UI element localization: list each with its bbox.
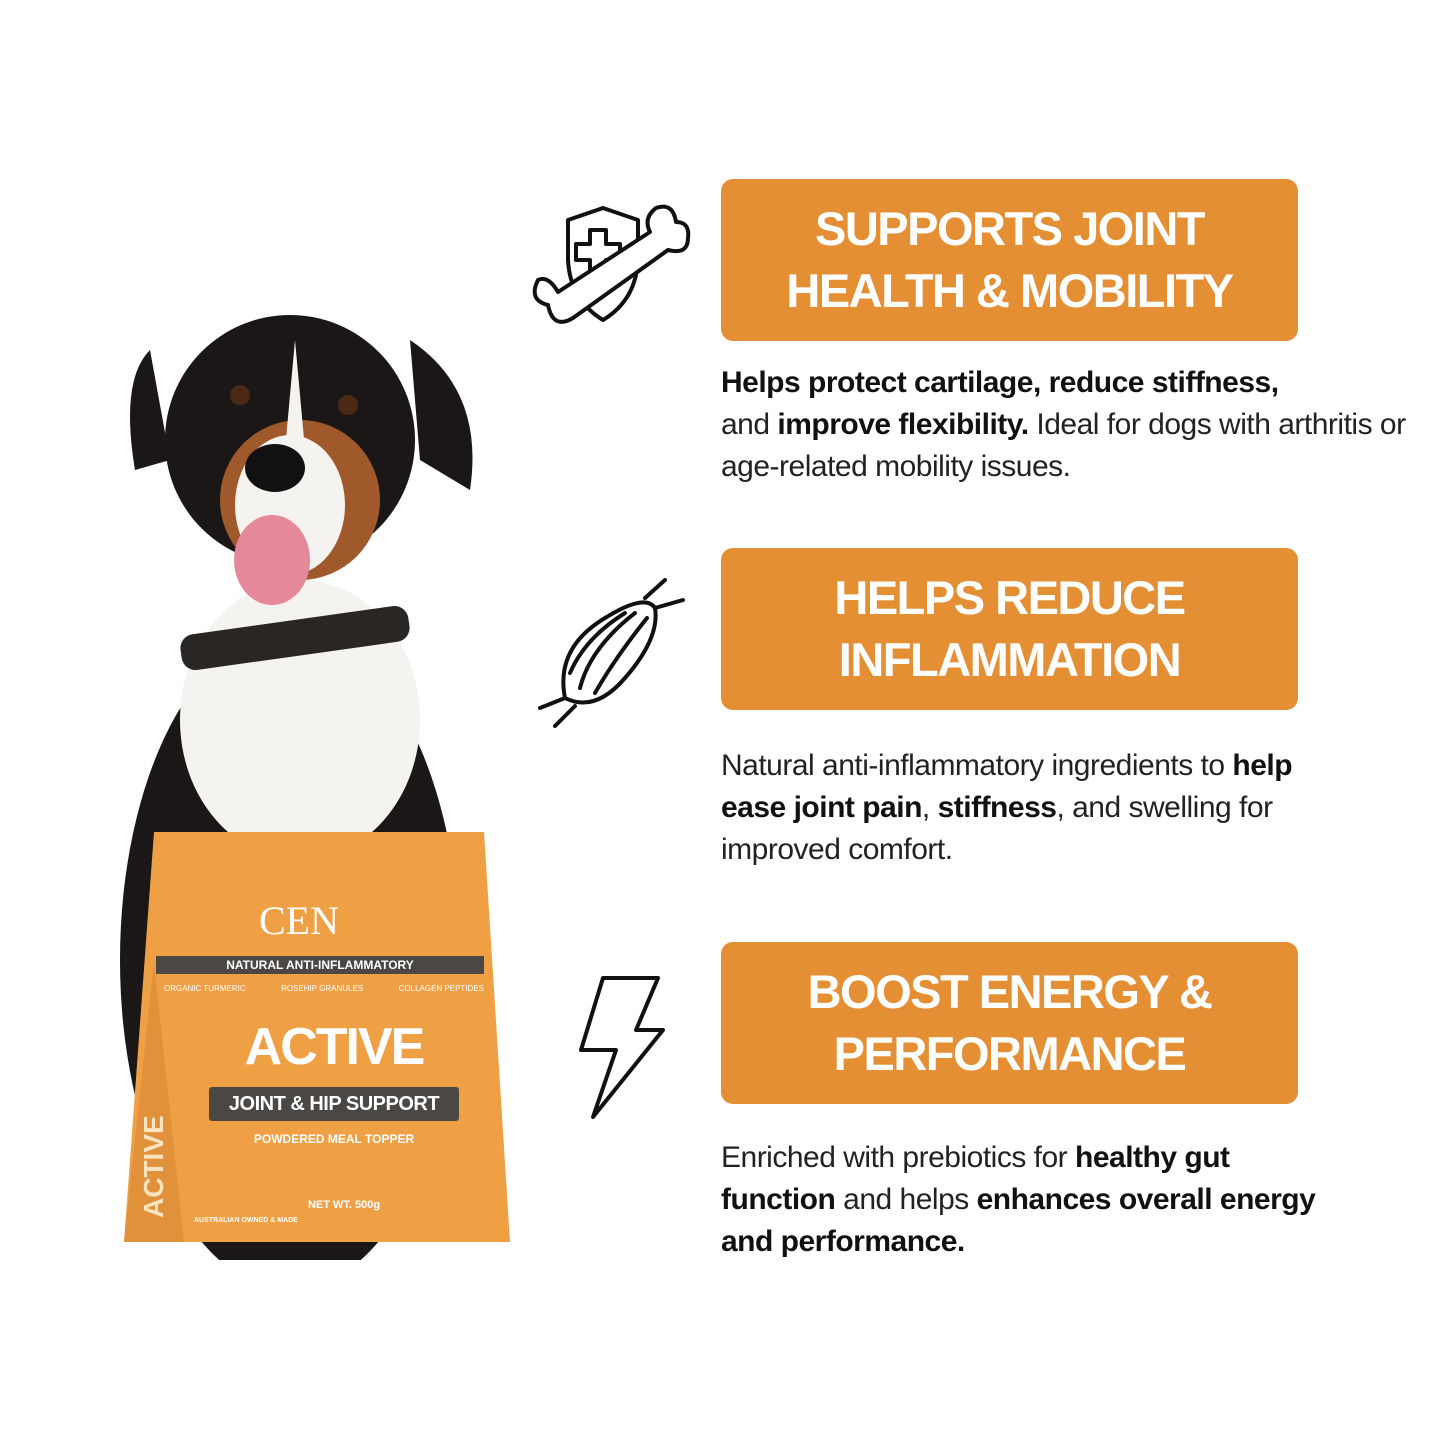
bag-side-label: ACTIVE <box>138 1115 169 1218</box>
text: Ideal for dogs with arthritis or age-rel… <box>721 408 1406 483</box>
lightning-icon <box>579 976 665 1119</box>
text: , <box>921 791 938 824</box>
emphasis: help ease joint pain <box>721 749 1293 824</box>
emphasis: improve flexibility. <box>777 408 1029 441</box>
bag-type: POWDERED MEAL TOPPER <box>253 1132 415 1146</box>
emphasis: stiffness <box>937 791 1057 824</box>
emphasis: enhances overall energy and performance. <box>721 1183 1316 1258</box>
heading-line: HEALTH & MOBILITY <box>786 264 1234 317</box>
ingredient: ORGANIC TURMERIC <box>164 984 246 993</box>
bag-subtitle: JOINT & HIP SUPPORT <box>228 1093 440 1115</box>
text: Enriched with prebiotics for <box>721 1141 1075 1174</box>
bag-band: NATURAL ANTI-INFLAMMATORY <box>226 958 414 972</box>
bag-product-name: ACTIVE <box>244 1018 426 1076</box>
emphasis: Helps protect cartilage, reduce stiffnes… <box>721 366 1279 399</box>
bag-ingredients: ORGANIC TURMERIC ROSEHIP GRANULES COLLAG… <box>164 984 484 993</box>
ingredient: COLLAGEN PEPTIDES <box>398 984 484 993</box>
heading-line: PERFORMANCE <box>833 1027 1187 1080</box>
text: , and swelling for improved comfort. <box>721 791 1273 866</box>
heading-line: HELPS REDUCE <box>834 571 1186 624</box>
feature-text-energy: Enriched with prebiotics for healthy gut… <box>721 1137 1321 1263</box>
emphasis: healthy gut function <box>721 1141 1230 1216</box>
heading-line: SUPPORTS JOINT <box>814 202 1206 255</box>
bag-weight: NET WT. 500g <box>307 1199 381 1211</box>
shield-bone-icon <box>532 204 691 324</box>
text: Natural anti-inflammatory ingredients to <box>721 749 1233 782</box>
muscle-icon <box>538 578 685 728</box>
heading-line: INFLAMMATION <box>838 633 1182 686</box>
feature-text-inflammation: Natural anti-inflammatory ingredients to… <box>721 745 1341 871</box>
brand-logo: CEN <box>259 898 339 943</box>
feature-heading-inflammation: HELPS REDUCE INFLAMMATION <box>721 548 1298 710</box>
bag-badge: AUSTRALIAN OWNED & MADE <box>194 1217 298 1224</box>
ingredient: ROSEHIP GRANULES <box>281 984 364 993</box>
text: and <box>721 408 778 441</box>
heading-line: BOOST ENERGY & <box>807 965 1213 1018</box>
feature-heading-joint: SUPPORTS JOINT HEALTH & MOBILITY <box>721 179 1298 341</box>
feature-text-joint: Helps protect cartilage, reduce stiffnes… <box>721 362 1436 488</box>
text: and helps <box>835 1183 977 1216</box>
product-bag: CEN NATURAL ANTI-INFLAMMATORY ORGANIC TU… <box>124 832 510 1252</box>
feature-heading-energy: BOOST ENERGY & PERFORMANCE <box>721 942 1298 1104</box>
